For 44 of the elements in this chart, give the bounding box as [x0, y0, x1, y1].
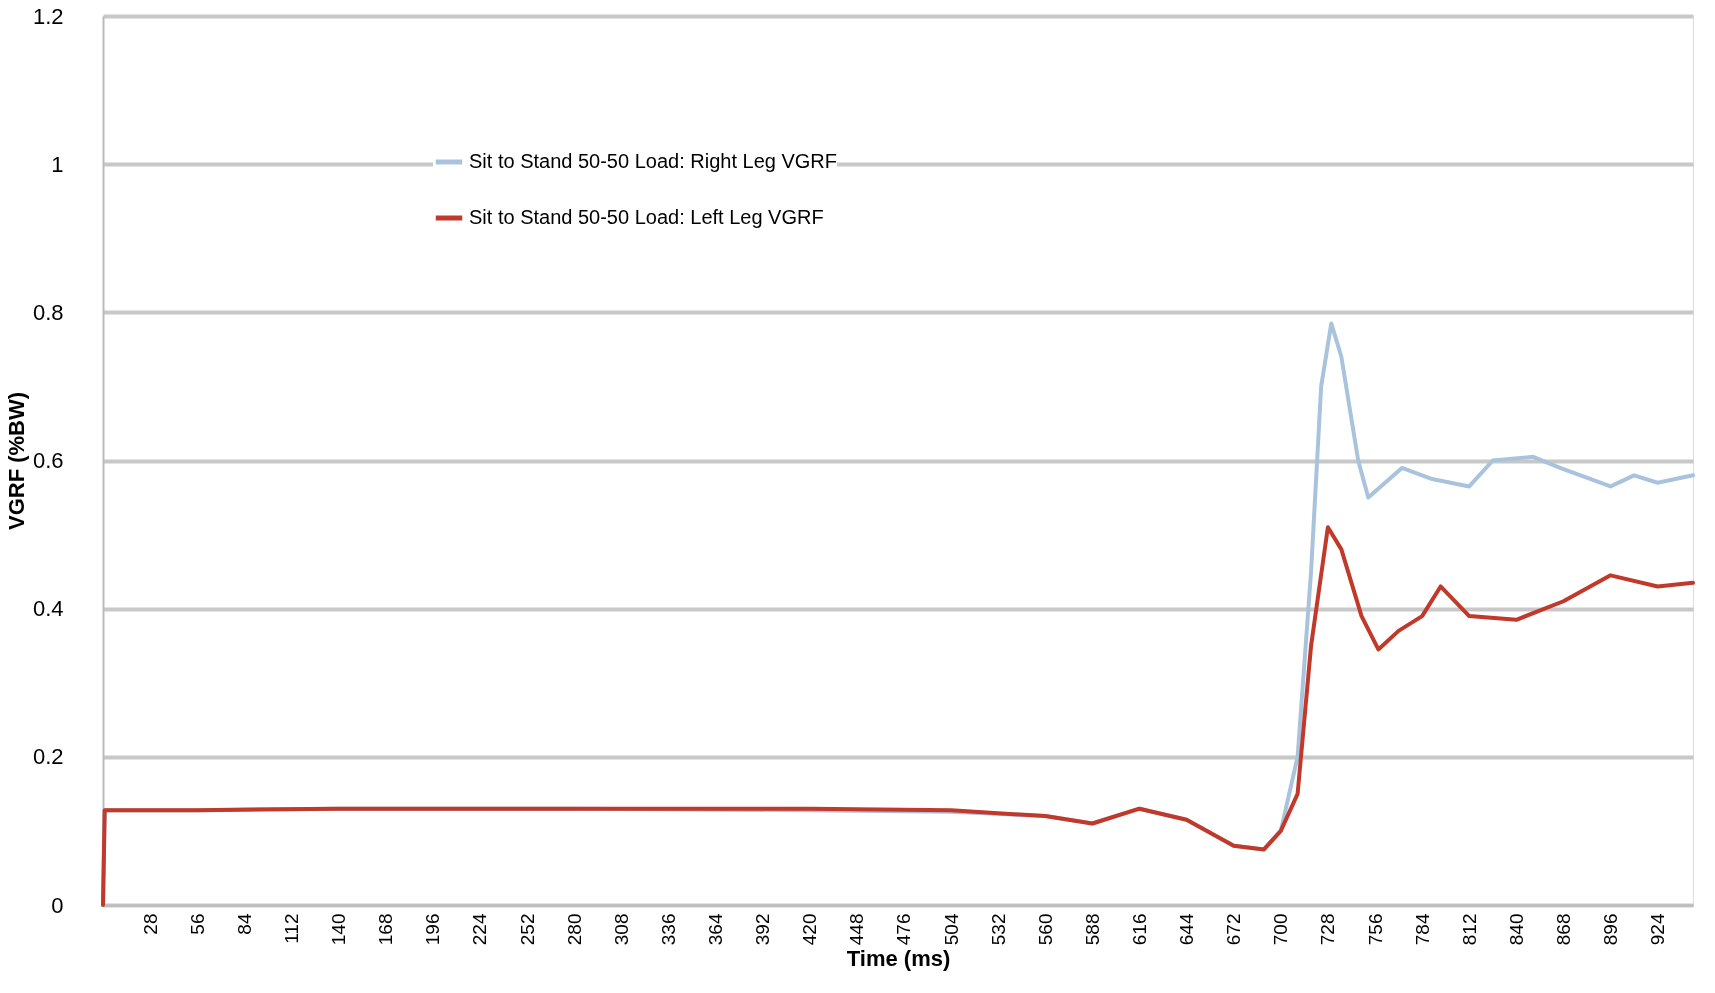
y-axis-title: VGRF (%BW): [3, 391, 29, 531]
x-tick-label: 224: [469, 913, 491, 946]
x-tick-label: 476: [893, 913, 915, 946]
x-tick-label: 168: [375, 913, 397, 946]
x-tick-label: 616: [1128, 913, 1150, 946]
y-tick-label: 0: [51, 892, 64, 918]
x-tick-label: 448: [846, 913, 868, 946]
x-tick-label: 588: [1081, 913, 1103, 946]
x-tick-label: 336: [657, 913, 679, 946]
x-tick-label: 252: [516, 913, 538, 946]
y-tick-label: 0.4: [32, 596, 64, 622]
x-tick-label: 644: [1176, 913, 1198, 946]
x-tick-label: 840: [1505, 913, 1527, 946]
x-tick-label: 672: [1223, 913, 1245, 946]
y-tick-label: 0.6: [32, 448, 64, 473]
x-tick-label: 84: [233, 913, 255, 935]
legend-label: Sit to Stand 50-50 Load: Left Leg VGRF: [469, 206, 824, 228]
x-tick-label: 560: [1034, 913, 1056, 946]
x-tick-label: 364: [704, 913, 726, 946]
x-tick-label: 28: [139, 913, 161, 935]
y-tick-label: 1: [51, 151, 64, 177]
x-tick-label: 896: [1600, 913, 1622, 946]
x-tick-label: 728: [1317, 913, 1339, 946]
x-tick-label: 812: [1458, 913, 1480, 946]
x-tick-label: 420: [799, 913, 821, 946]
x-tick-label: 56: [186, 913, 208, 935]
y-tick-label: 1.2: [32, 3, 64, 29]
x-tick-label: 196: [422, 913, 444, 946]
x-tick-label: 504: [940, 913, 962, 946]
y-tick-label: 0.8: [32, 299, 64, 325]
x-axis-title: Time (ms): [846, 946, 951, 972]
legend-label: Sit to Stand 50-50 Load: Right Leg VGRF: [469, 150, 837, 172]
x-tick-label: 280: [563, 913, 585, 946]
x-tick-label: 308: [610, 913, 632, 946]
x-tick-label: 700: [1270, 913, 1292, 946]
y-tick-label: 0.2: [32, 744, 64, 770]
x-tick-label: 140: [328, 913, 350, 946]
x-tick-label: 756: [1364, 913, 1386, 946]
x-tick-label: 784: [1411, 913, 1433, 946]
x-tick-label: 868: [1552, 913, 1574, 946]
x-tick-label: 532: [987, 913, 1009, 946]
x-tick-label: 112: [280, 913, 302, 944]
x-tick-label: 392: [752, 913, 774, 946]
x-tick-label: 924: [1647, 913, 1669, 946]
